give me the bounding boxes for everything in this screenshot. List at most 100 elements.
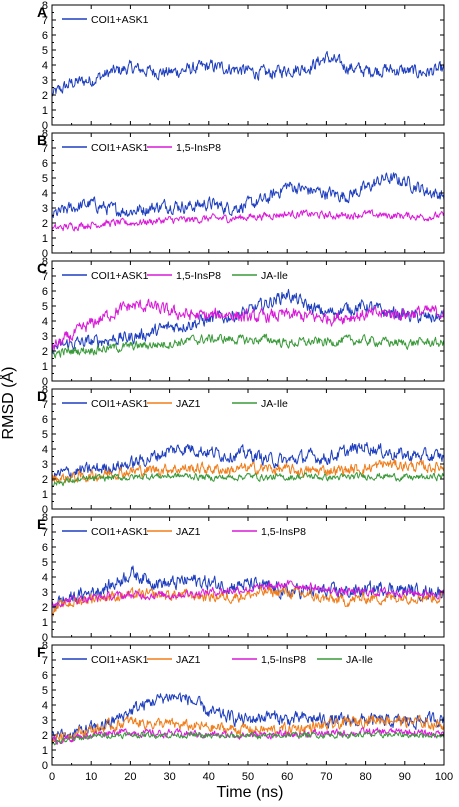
panel-label: C	[37, 260, 47, 276]
legend-label: COI1+ASK1	[91, 14, 149, 26]
x-tick-label: 10	[85, 771, 97, 783]
legend-label: JA-Ile	[261, 398, 288, 410]
panel-E: E COI1+ASK1 JAZ1 1,5-InsP8 0 1 2 3 4 5 6 7 8	[37, 512, 445, 644]
x-tick-label: 40	[203, 771, 215, 783]
legend-label: COI1+ASK1	[91, 142, 149, 154]
y-tick-label: 8	[42, 512, 48, 524]
y-tick-label: 4	[42, 572, 48, 584]
x-tick-label: 100	[435, 771, 453, 783]
y-tick-label: 1	[42, 361, 48, 373]
y-tick-label: 3	[42, 75, 48, 87]
y-tick-label: 6	[42, 670, 48, 682]
panel-label: D	[37, 388, 47, 404]
y-tick-label: 0	[42, 504, 48, 516]
legend-label: 1,5-InsP8	[176, 142, 221, 154]
y-tick-label: 3	[42, 459, 48, 471]
y-tick-label: 4	[42, 188, 48, 200]
panel-label: A	[37, 4, 47, 20]
y-tick-label: 0	[42, 760, 48, 772]
y-tick-label: 1	[42, 105, 48, 117]
y-tick-label: 8	[42, 0, 48, 12]
legend-label: JA-Ile	[261, 270, 288, 282]
y-tick-label: 2	[42, 218, 48, 230]
legend-label: JA-Ile	[346, 654, 373, 666]
y-tick-label: 0	[42, 376, 48, 388]
series-line-jaz1	[51, 714, 445, 743]
x-tick-label: 20	[124, 771, 136, 783]
legend-label: JAZ1	[176, 526, 201, 538]
y-tick-label: 3	[42, 331, 48, 343]
series-line-coi1-ask1	[51, 288, 445, 355]
y-tick-label: 3	[42, 203, 48, 215]
y-tick-label: 2	[42, 602, 48, 614]
series-line-ja-ile	[51, 730, 445, 746]
series-line-1-5-insp8	[51, 209, 445, 232]
y-tick-label: 5	[42, 173, 48, 185]
y-tick-label: 7	[42, 143, 48, 155]
y-tick-label: 2	[42, 474, 48, 486]
y-tick-label: 3	[42, 587, 48, 599]
y-tick-label: 4	[42, 316, 48, 328]
y-tick-label: 3	[42, 715, 48, 727]
legend-label: JAZ1	[176, 654, 201, 666]
y-tick-label: 4	[42, 444, 48, 456]
legend-label: 1,5-InsP8	[261, 654, 306, 666]
series-line-jaz1	[51, 585, 445, 617]
panel-label: F	[37, 644, 46, 660]
series-line-coi1-ask1	[51, 442, 445, 481]
y-axis-label: RMSD (Å)	[0, 367, 17, 440]
series-line-jaz1	[51, 458, 445, 484]
y-tick-label: 1	[42, 745, 48, 757]
y-tick-label: 0	[42, 632, 48, 644]
y-tick-label: 2	[42, 346, 48, 358]
y-tick-label: 6	[42, 542, 48, 554]
y-tick-label: 5	[42, 45, 48, 57]
y-tick-label: 6	[42, 286, 48, 298]
panel-label: E	[37, 516, 46, 532]
y-tick-label: 8	[42, 128, 48, 140]
y-tick-label: 2	[42, 90, 48, 102]
y-tick-label: 5	[42, 685, 48, 697]
legend-label: COI1+ASK1	[91, 526, 149, 538]
y-tick-label: 0	[42, 248, 48, 260]
y-tick-label: 6	[42, 414, 48, 426]
y-tick-label: 7	[42, 15, 48, 27]
x-tick-label: 70	[320, 771, 332, 783]
y-tick-label: 4	[42, 60, 48, 72]
panel-A: A COI1+ASK1 0 1 2 3 4 5 6 7 8	[37, 0, 445, 132]
y-tick-label: 5	[42, 557, 48, 569]
y-tick-label: 0	[42, 120, 48, 132]
y-tick-label: 1	[42, 617, 48, 629]
y-tick-label: 8	[42, 256, 48, 268]
series-line-coi1-ask1	[51, 565, 445, 609]
y-tick-label: 4	[42, 700, 48, 712]
x-tick-label: 30	[163, 771, 175, 783]
x-tick-label: 80	[359, 771, 371, 783]
legend-label: 1,5-InsP8	[261, 526, 306, 538]
series-line-coi1-ask1	[51, 51, 445, 97]
x-tick-label: 90	[399, 771, 411, 783]
y-tick-label: 8	[42, 384, 48, 396]
series-line-coi1-ask1	[51, 172, 445, 218]
legend-label: 1,5-InsP8	[176, 270, 221, 282]
y-tick-label: 7	[42, 527, 48, 539]
y-tick-label: 8	[42, 640, 48, 652]
legend-label: COI1+ASK1	[91, 398, 149, 410]
series-line-ja-ile	[51, 333, 445, 359]
series-line-ja-ile	[51, 472, 445, 487]
series-line-1-5-insp8	[51, 298, 445, 351]
y-tick-label: 7	[42, 655, 48, 667]
panel-C: C COI1+ASK1 1,5-InsP8 JA-Ile 0 1 2 3 4 5 6 7 8	[37, 256, 445, 388]
y-tick-label: 6	[42, 158, 48, 170]
series-line-1-5-insp8	[51, 579, 445, 608]
x-axis-label: Time (ns)	[217, 784, 284, 801]
panel-B: B COI1+ASK1 1,5-InsP8 0 1 2 3 4 5 6 7 8	[37, 128, 445, 260]
legend-label: COI1+ASK1	[91, 654, 149, 666]
y-tick-label: 1	[42, 489, 48, 501]
x-tick-label: 0	[49, 771, 55, 783]
y-tick-label: 7	[42, 399, 48, 411]
y-tick-label: 5	[42, 301, 48, 313]
panel-D: D COI1+ASK1 JAZ1 JA-Ile 0 1 2 3 4 5 6 7 8	[37, 384, 445, 516]
y-tick-label: 2	[42, 730, 48, 742]
